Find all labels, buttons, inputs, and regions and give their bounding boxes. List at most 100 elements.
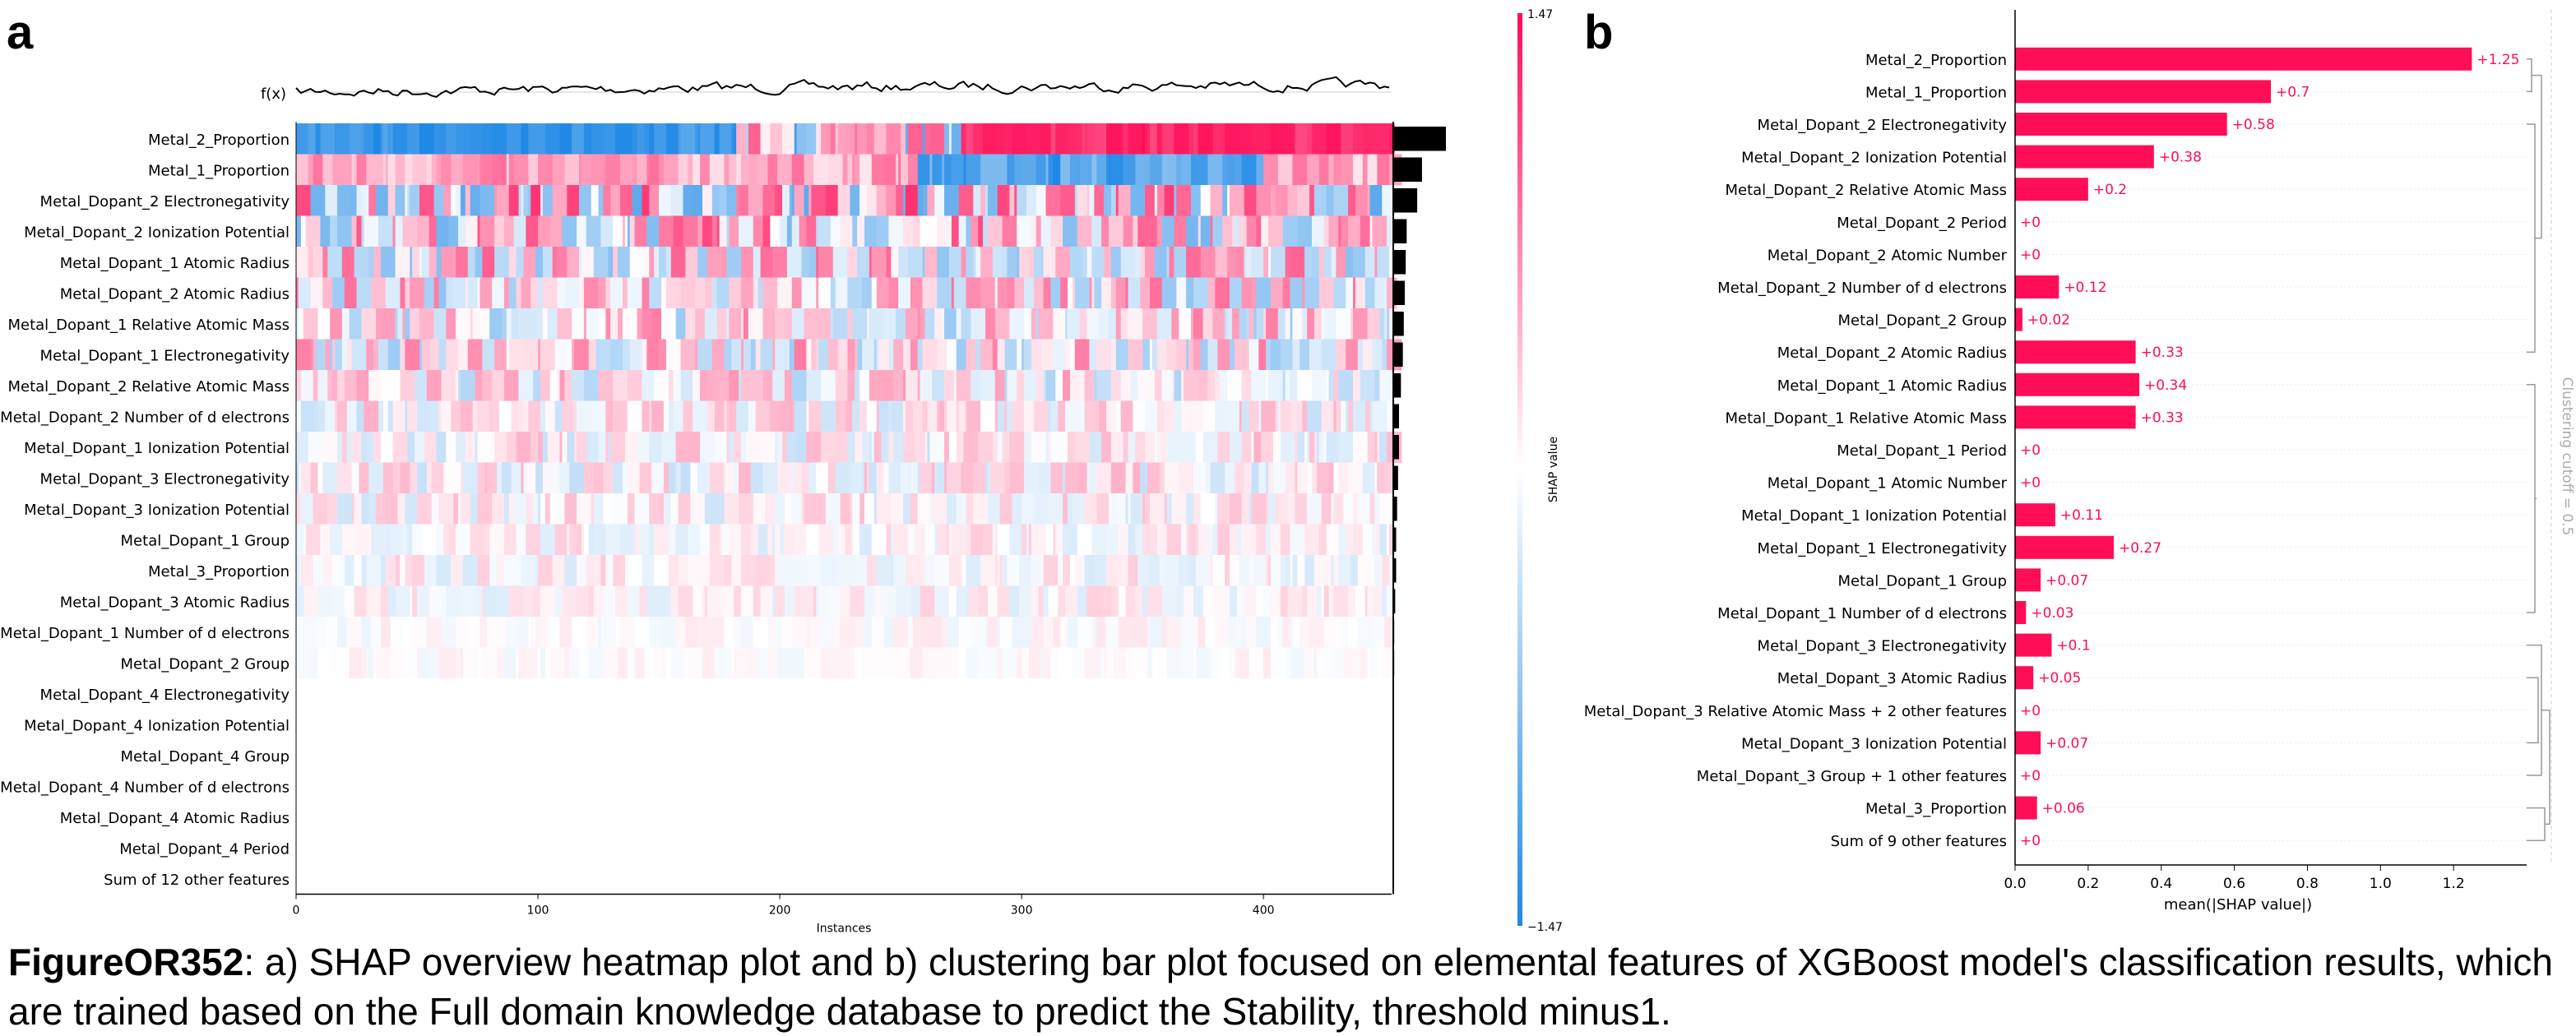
heatmap-cell [1060, 185, 1076, 216]
heatmap-cell [646, 215, 652, 247]
heatmap-cell [999, 740, 1003, 771]
heatmap-cell [697, 247, 708, 278]
heatmap-cell [1333, 370, 1339, 401]
heatmap-cell [937, 339, 947, 371]
heatmap-cell [361, 185, 367, 216]
heatmap-cell [480, 154, 493, 186]
heatmap-cell [980, 277, 996, 309]
heatmap-cell [431, 462, 444, 494]
heatmap-cell [1106, 709, 1112, 741]
heatmap-cell [1171, 678, 1174, 710]
heatmap-cell [697, 123, 701, 155]
heatmap-cell [373, 247, 382, 278]
heatmap-cell [786, 432, 798, 463]
heatmap-cell [1290, 247, 1305, 278]
heatmap-x-tick-label: 0 [293, 904, 300, 918]
heatmap-cell [675, 308, 686, 340]
heatmap-cell [506, 432, 517, 463]
heatmap-cell [1285, 247, 1291, 278]
heatmap-cell [1346, 277, 1354, 309]
heatmap-cell [956, 678, 970, 710]
heatmap-cell [832, 308, 849, 340]
heatmap-cell [526, 709, 531, 741]
heatmap-cell [813, 154, 824, 186]
heatmap-cell [1348, 185, 1356, 216]
heatmap-cell [351, 339, 367, 371]
heatmap-cell [622, 308, 638, 340]
heatmap-cell [1086, 585, 1102, 617]
heatmap-cell [762, 370, 773, 401]
heatmap-cell [1040, 802, 1047, 833]
heatmap-cell [1304, 247, 1313, 278]
heatmap-cell [1207, 770, 1214, 802]
heatmap-cell [1084, 555, 1095, 586]
heatmap-cell [794, 123, 798, 155]
heatmap-cell [1060, 370, 1063, 401]
heatmap-cell [997, 740, 1001, 771]
heatmap-cell [410, 863, 418, 895]
heatmap-cell [937, 770, 950, 802]
heatmap-cell [929, 863, 943, 895]
heatmap-cell [1379, 524, 1388, 556]
heatmap-cell [1074, 432, 1091, 463]
heatmap-cell [506, 123, 522, 155]
bar [2015, 633, 2052, 657]
heatmap-cell [1094, 617, 1097, 648]
heatmap-cell [755, 709, 762, 741]
heatmap-cell [497, 462, 503, 494]
heatmap-cell [1069, 802, 1073, 833]
heatmap-cell [1256, 185, 1272, 216]
heatmap-cell [395, 585, 399, 617]
heatmap-cell [1164, 493, 1168, 525]
heatmap-row [296, 678, 1397, 710]
heatmap-cell [382, 308, 396, 340]
heatmap-cell [770, 770, 783, 802]
heatmap-cell [501, 462, 512, 494]
heatmap-cell [668, 524, 677, 556]
heatmap-cell [770, 617, 776, 648]
heatmap-cell [1251, 770, 1254, 802]
heatmap-cell [1133, 400, 1146, 432]
heatmap-cell [1285, 770, 1289, 802]
heatmap-cell [956, 400, 960, 432]
heatmap-cell [726, 247, 742, 278]
heatmap-cell [1348, 770, 1359, 802]
heatmap-cell [825, 863, 834, 895]
heatmap-cell [1082, 863, 1097, 895]
heatmap-cell [832, 740, 836, 771]
heatmap-cell [748, 832, 764, 864]
heatmap-cell [980, 555, 996, 586]
heatmap-cell [1231, 678, 1240, 710]
heatmap-cell [446, 123, 456, 155]
heatmap-cell [620, 524, 636, 556]
heatmap-cell [946, 493, 957, 525]
heatmap-cell [392, 215, 396, 247]
bar [2015, 535, 2114, 559]
heatmap-cell [886, 247, 892, 278]
heatmap-cell [361, 308, 377, 340]
heatmap-cell [371, 524, 387, 556]
heatmap-cell [1277, 832, 1286, 864]
heatmap-cell [1369, 493, 1376, 525]
heatmap-cell [806, 555, 822, 586]
heatmap-cell [1302, 585, 1308, 617]
heatmap-cell [929, 432, 945, 463]
heatmap-cell [421, 832, 433, 864]
heatmap-cell [1072, 277, 1076, 309]
heatmap-cell [1331, 832, 1346, 864]
heatmap-cell [1367, 432, 1376, 463]
heatmap-cell [303, 585, 319, 617]
heatmap-cell [791, 740, 803, 771]
heatmap-cell [559, 863, 572, 895]
heatmap-cell [1161, 585, 1177, 617]
heatmap-cell [835, 400, 844, 432]
heatmap-cell [605, 400, 614, 432]
heatmap-cell [583, 524, 590, 556]
heatmap-cell [1077, 617, 1092, 648]
heatmap-cell [410, 185, 420, 216]
heatmap-cell [794, 462, 803, 494]
heatmap-cell [821, 555, 836, 586]
heatmap-cell [1151, 339, 1158, 371]
heatmap-cell [1369, 185, 1383, 216]
heatmap-cell [680, 832, 688, 864]
